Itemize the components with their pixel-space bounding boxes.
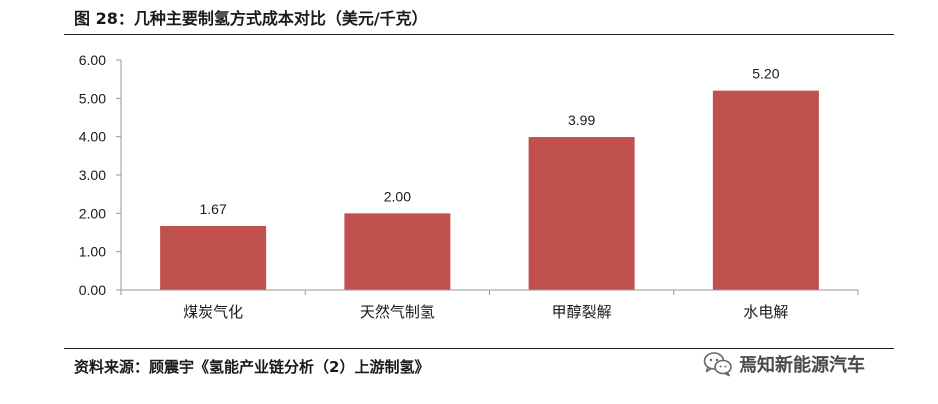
bar xyxy=(344,213,451,290)
watermark-text: 焉知新能源汽车 xyxy=(739,355,865,376)
watermark: 焉知新能源汽车 xyxy=(703,351,865,377)
bar-value-label: 5.20 xyxy=(752,66,779,82)
y-tick-label: 2.00 xyxy=(79,205,106,221)
bar-value-label: 1.67 xyxy=(200,201,227,217)
y-tick-label: 1.00 xyxy=(79,244,106,260)
y-tick-label: 0.00 xyxy=(79,282,106,298)
wechat-icon xyxy=(703,352,732,377)
x-category-label: 水电解 xyxy=(743,303,788,321)
x-axis: 煤炭气化 天然气制氢 甲醇裂解 水电解 xyxy=(120,289,859,321)
source-divider xyxy=(64,348,894,349)
bar-value-label: 3.99 xyxy=(568,112,595,128)
bar xyxy=(712,90,819,291)
y-tick-label: 3.00 xyxy=(79,167,106,183)
bar xyxy=(160,225,267,290)
bar-chart: 0.00 1.00 2.00 3.00 4.00 5.00 6.00 1.67 2.00 3.9… xyxy=(79,52,859,321)
bar-value-label: 2.00 xyxy=(384,188,411,204)
source-note: 资料来源：顾震宇《氢能产业链分析（2）上游制氢》 xyxy=(74,358,430,376)
x-category-label: 甲醇裂解 xyxy=(552,303,612,321)
y-tick-label: 6.00 xyxy=(79,52,106,68)
title-divider xyxy=(64,34,894,35)
y-axis: 0.00 1.00 2.00 3.00 4.00 5.00 6.00 xyxy=(79,52,122,298)
x-category-label: 煤炭气化 xyxy=(183,303,243,321)
y-tick-label: 5.00 xyxy=(79,90,106,106)
bar xyxy=(528,137,635,290)
bars: 1.67 2.00 3.99 5.20 xyxy=(160,66,819,291)
figure-title: 图 28：几种主要制氢方式成本对比（美元/千克） xyxy=(74,9,428,28)
x-category-label: 天然气制氢 xyxy=(360,303,435,321)
y-tick-label: 4.00 xyxy=(79,129,106,145)
